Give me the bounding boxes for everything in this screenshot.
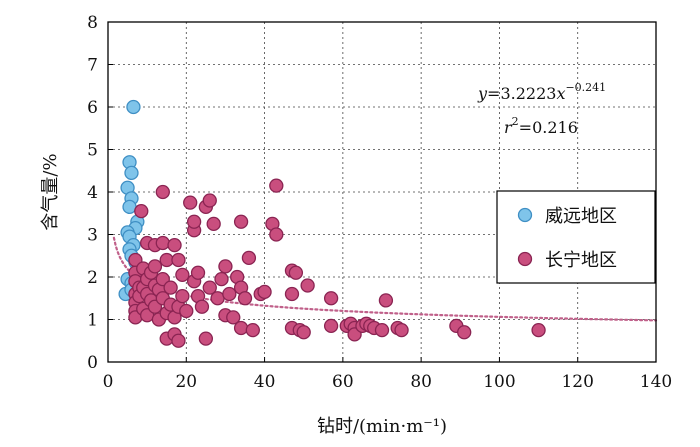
point-changning-65 (237, 291, 253, 306)
point-changning-34 (167, 237, 182, 253)
point-changning-90 (374, 322, 390, 338)
y-tick-label-5: 5 (87, 141, 98, 161)
equation-coefficient: =3.2223 (487, 84, 556, 103)
trendline-group (112, 236, 658, 322)
x-tick-label-2: 40 (254, 372, 276, 392)
point-changning-25 (155, 235, 170, 251)
y-tick-label-4: 4 (87, 183, 98, 203)
y-tick-label-3: 3 (87, 226, 98, 246)
legend-box (496, 190, 656, 284)
y-tick-label-2: 2 (87, 268, 98, 288)
point-changning-41 (175, 288, 190, 304)
point-changning-60 (226, 310, 241, 325)
point-changning-66 (241, 250, 257, 266)
point-changning-79 (300, 278, 315, 293)
point-changning-59 (222, 286, 237, 302)
point-changning-55 (210, 291, 225, 306)
point-weiyuan-0 (126, 99, 141, 115)
point-changning-49 (194, 299, 210, 314)
point-changning-53 (202, 280, 217, 295)
point-changning-26 (155, 184, 170, 200)
point-changning-91 (378, 293, 394, 308)
legend-label-weiyuan: 威远地区 (545, 206, 617, 227)
y-tick-label-7: 7 (87, 56, 98, 76)
point-changning-81 (323, 318, 339, 334)
point-changning-40 (175, 267, 190, 283)
point-changning-9 (134, 203, 149, 219)
point-changning-95 (457, 325, 472, 340)
equation-exponent: −0.241 (565, 81, 606, 94)
point-changning-29 (159, 252, 174, 268)
point-changning-54 (206, 216, 221, 232)
x-axis-title: 钻时/(min·m⁻¹) (317, 416, 447, 437)
point-changning-32 (163, 280, 178, 295)
point-changning-72 (269, 178, 284, 193)
point-changning-20 (147, 259, 163, 274)
x-tick-label-0: 0 (103, 372, 114, 392)
point-changning-80 (323, 291, 339, 306)
point-changning-42 (179, 303, 194, 319)
point-changning-52 (202, 193, 217, 208)
legend-marker-changning (517, 251, 533, 267)
y-axis-title: 含气量/% (40, 153, 61, 230)
equation-x: x (556, 84, 565, 103)
axis-ticks: 0 20 40 60 80 100 120 140 0 1 2 3 4 5 6 7 8 (87, 13, 672, 392)
point-changning-93 (394, 322, 409, 338)
point-changning-69 (257, 284, 272, 300)
point-changning-71 (269, 227, 284, 242)
x-tick-label-7: 140 (640, 372, 672, 392)
point-changning-51 (198, 331, 214, 346)
legend-label-changning: 长宁地区 (545, 250, 617, 271)
trendline (112, 236, 658, 322)
point-weiyuan-2 (124, 165, 139, 181)
r-squared-annotation: r2=0.216 (504, 115, 578, 137)
point-changning-67 (245, 322, 260, 338)
y-tick-label-6: 6 (87, 98, 98, 118)
r-squared-r: r (504, 118, 513, 137)
r-squared-value: =0.216 (519, 118, 578, 137)
point-changning-62 (233, 214, 249, 229)
point-changning-57 (218, 259, 233, 274)
legend: 威远地区 长宁地区 (496, 190, 656, 284)
y-tick-label-8: 8 (87, 13, 98, 33)
x-tick-label-4: 80 (410, 372, 432, 392)
point-changning-74 (284, 286, 300, 302)
r-squared-exponent: 2 (512, 115, 519, 128)
y-tick-label-0: 0 (87, 353, 98, 373)
point-changning-56 (214, 271, 229, 287)
point-changning-37 (171, 252, 186, 268)
point-changning-46 (186, 214, 202, 229)
equation-y: y (477, 84, 488, 103)
point-changning-78 (296, 325, 311, 340)
point-changning-43 (183, 195, 198, 210)
point-changning-64 (233, 320, 249, 336)
point-changning-96 (531, 322, 546, 338)
point-changning-48 (190, 265, 206, 280)
equation-annotation: y=3.2223x−0.241 (477, 81, 606, 103)
data-points (118, 99, 546, 348)
point-weiyuan-5 (122, 199, 137, 215)
x-tick-label-1: 20 (175, 372, 197, 392)
point-changning-76 (288, 265, 304, 280)
legend-marker-weiyuan (517, 207, 533, 223)
x-tick-label-6: 120 (561, 372, 593, 392)
x-tick-label-5: 100 (483, 372, 515, 392)
point-changning-39 (171, 333, 186, 348)
y-tick-label-1: 1 (87, 311, 98, 331)
x-tick-label-3: 60 (332, 372, 354, 392)
